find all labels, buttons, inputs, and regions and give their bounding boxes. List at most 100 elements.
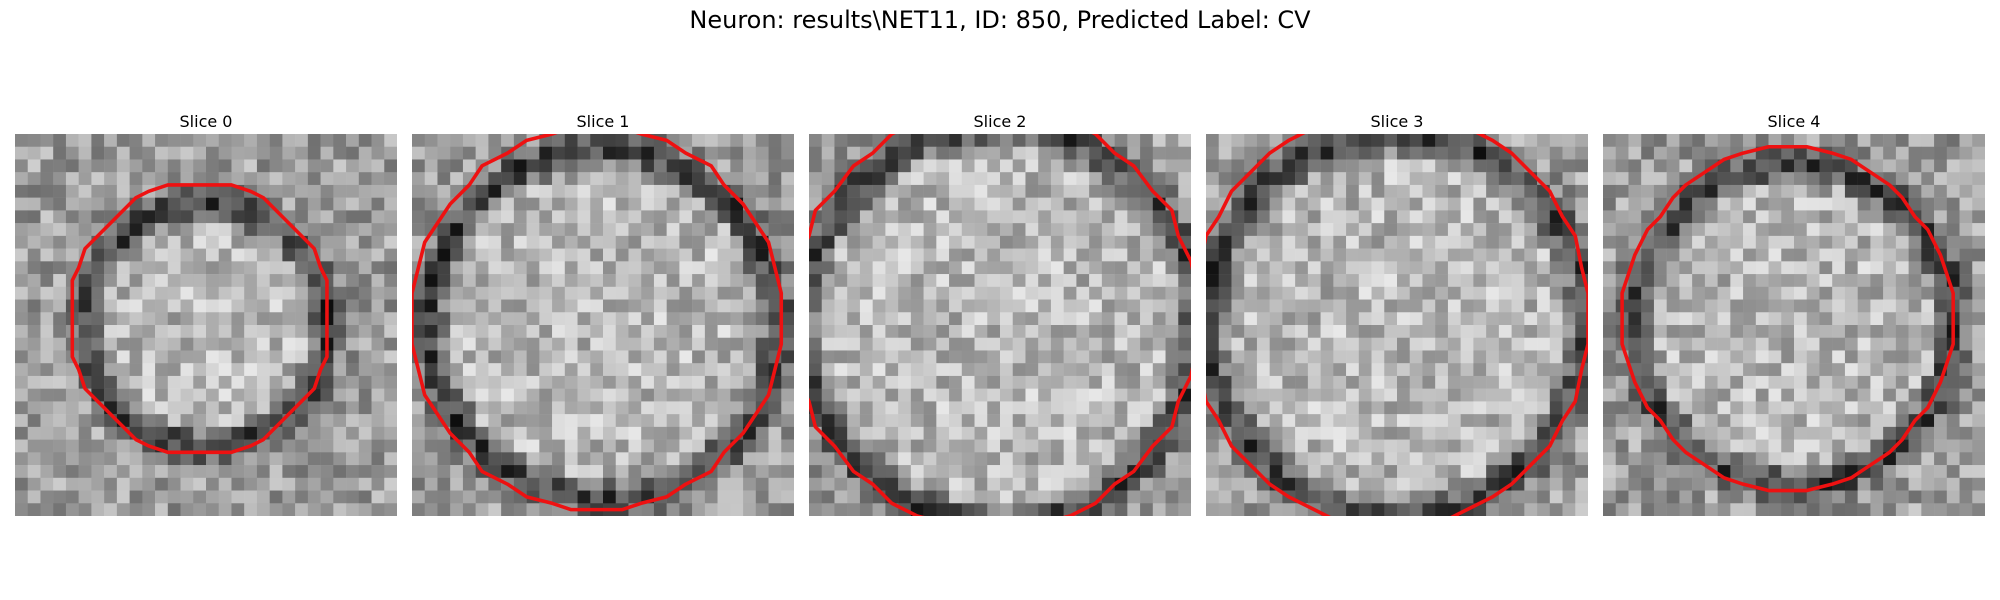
- pixel: [1895, 261, 1909, 275]
- pixel: [590, 350, 604, 364]
- pixel: [116, 146, 130, 160]
- pixel: [1692, 223, 1706, 237]
- pixel: [1320, 312, 1334, 326]
- pixel: [872, 197, 886, 211]
- pixel: [552, 452, 566, 466]
- pixel: [1435, 388, 1449, 402]
- pixel: [564, 159, 578, 173]
- pixel: [1883, 274, 1897, 288]
- pixel: [872, 363, 886, 377]
- pixel: [590, 452, 604, 466]
- pixel: [1178, 477, 1191, 491]
- pixel: [1653, 337, 1667, 351]
- pixel: [974, 490, 988, 504]
- pixel: [1397, 172, 1410, 186]
- pixel: [1140, 235, 1154, 249]
- pixel: [1358, 439, 1372, 453]
- pixel: [244, 503, 258, 516]
- pixel: [590, 134, 604, 147]
- pixel: [1730, 414, 1744, 428]
- pixel: [1575, 134, 1588, 147]
- pixel: [320, 172, 334, 186]
- pixel: [1537, 375, 1551, 389]
- pixel: [755, 261, 769, 275]
- pixel: [666, 350, 680, 364]
- pixel: [1717, 248, 1731, 262]
- pixel: [1641, 452, 1655, 466]
- pixel: [1832, 299, 1846, 313]
- pixel: [1730, 388, 1744, 402]
- pixel: [1794, 261, 1807, 275]
- pixel: [834, 337, 848, 351]
- pixel: [1806, 172, 1820, 186]
- pixel: [1895, 452, 1909, 466]
- pixel: [1114, 363, 1128, 377]
- pixel: [180, 261, 194, 275]
- pixel: [1050, 197, 1064, 211]
- pixel: [1857, 477, 1871, 491]
- pixel: [1358, 401, 1372, 415]
- pixel: [1908, 312, 1922, 326]
- pixel: [412, 235, 425, 249]
- pixel: [1641, 274, 1655, 288]
- pixel: [564, 452, 578, 466]
- pixel: [1307, 210, 1321, 224]
- pixel: [666, 159, 680, 173]
- pixel: [333, 312, 347, 326]
- pixel: [1165, 286, 1179, 300]
- pixel: [987, 325, 1001, 338]
- pixel: [1038, 223, 1052, 237]
- pixel: [1025, 146, 1039, 160]
- pixel: [936, 172, 950, 186]
- pixel: [256, 350, 270, 364]
- pixel: [1371, 375, 1385, 389]
- pixel: [821, 210, 835, 224]
- pixel: [615, 134, 629, 147]
- pixel: [1679, 197, 1693, 211]
- pixel: [1768, 248, 1782, 262]
- pixel: [1730, 325, 1744, 338]
- pixel: [129, 477, 143, 491]
- pixel: [346, 184, 360, 198]
- pixel: [488, 490, 502, 504]
- pixel: [885, 452, 899, 466]
- pixel: [40, 261, 54, 275]
- pixel: [424, 274, 438, 288]
- pixel: [1152, 477, 1166, 491]
- pixel: [1371, 223, 1385, 237]
- pixel: [577, 146, 591, 160]
- pixel: [1244, 274, 1258, 288]
- pixel: [333, 375, 347, 389]
- pixel: [53, 350, 67, 364]
- pixel: [730, 146, 744, 160]
- pixel: [1101, 414, 1115, 428]
- pixel: [155, 465, 169, 479]
- pixel: [809, 146, 822, 160]
- pixel: [1819, 210, 1833, 224]
- pixel: [910, 223, 924, 237]
- pixel: [1603, 401, 1616, 415]
- pixel: [1114, 337, 1128, 351]
- pixel: [282, 197, 296, 211]
- pixel: [628, 134, 642, 147]
- pixel: [1972, 210, 1985, 224]
- pixel: [1000, 325, 1013, 338]
- slice-title: Slice 0: [179, 112, 233, 131]
- pixel: [155, 452, 169, 466]
- pixel: [320, 375, 334, 389]
- pixel: [936, 401, 950, 415]
- pixel: [847, 439, 861, 453]
- pixel: [1524, 235, 1538, 249]
- pixel: [1447, 363, 1461, 377]
- pixel: [526, 146, 540, 160]
- pixel: [15, 235, 28, 249]
- pixel: [526, 261, 540, 275]
- pixel: [1562, 439, 1576, 453]
- pixel: [295, 299, 309, 313]
- pixel: [1562, 159, 1576, 173]
- pixel: [987, 159, 1001, 173]
- pixel: [1486, 261, 1500, 275]
- pixel: [1152, 210, 1166, 224]
- pixel: [269, 388, 283, 402]
- pixel: [1934, 299, 1948, 313]
